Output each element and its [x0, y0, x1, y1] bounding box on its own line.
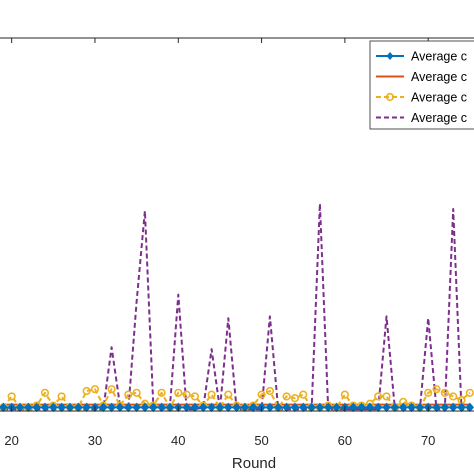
series-3-point — [132, 388, 141, 397]
legend-label: Average c — [411, 50, 467, 64]
series-3-point — [290, 394, 299, 403]
series-1 — [0, 402, 474, 413]
series-3-point — [7, 392, 16, 401]
series-3-point — [340, 390, 349, 399]
x-tick-label: 30 — [88, 433, 102, 448]
series-3-point — [124, 390, 133, 399]
series-3-point — [424, 388, 433, 397]
series-3-point — [440, 388, 449, 397]
series-3-point — [374, 392, 383, 401]
series-3-point — [207, 390, 216, 399]
series-3-point — [257, 390, 266, 399]
series-3-point — [182, 390, 191, 399]
series-3-point — [449, 392, 458, 401]
series-3-point — [107, 385, 116, 394]
legend-item-2: Average c — [376, 70, 467, 84]
series-3-point — [40, 388, 50, 397]
series-3-point — [157, 388, 166, 397]
legend-swatch-marker — [385, 92, 395, 102]
legend-label: Average c — [411, 111, 467, 125]
x-tick-label: 20 — [4, 433, 18, 448]
series-3-point — [265, 386, 275, 396]
legend-item-1: Average c — [376, 50, 467, 64]
x-ticks: 20 30 40 50 60 70 — [4, 38, 435, 448]
series-3-point — [190, 392, 200, 401]
legend: Average c Average c Average c Average c — [369, 40, 474, 130]
legend-label: Average c — [411, 91, 467, 105]
series-3-point — [90, 385, 100, 394]
legend-swatch-marker — [386, 52, 394, 60]
series-3-point — [224, 390, 233, 399]
series-3-point — [174, 388, 183, 397]
series-3-point — [82, 386, 91, 396]
x-axis-label: Round — [232, 455, 276, 472]
legend-item-4: Average c — [376, 111, 467, 125]
series-3-point — [282, 392, 291, 401]
x-tick-label: 40 — [171, 433, 185, 448]
series-3-point — [432, 385, 441, 394]
legend-item-3: Average c — [376, 91, 467, 105]
legend-label: Average c — [411, 70, 467, 84]
x-tick-label: 50 — [254, 433, 268, 448]
x-tick-label: 60 — [338, 433, 352, 448]
series-3-point — [299, 390, 308, 399]
series-3-point — [57, 392, 66, 401]
series-3-point — [465, 388, 474, 397]
series-3-point — [382, 392, 391, 401]
x-tick-label: 70 — [421, 433, 435, 448]
